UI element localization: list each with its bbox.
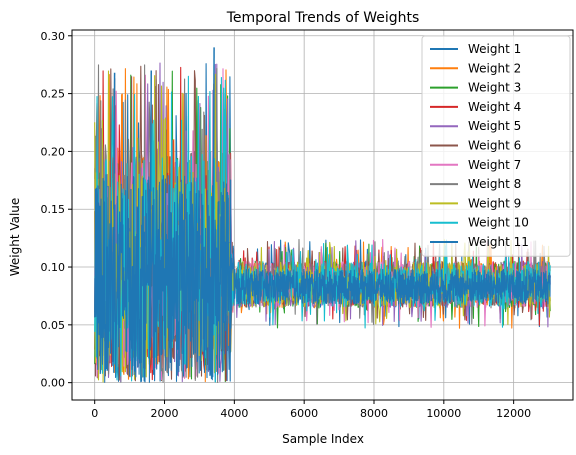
legend-label: Weight 5: [468, 119, 521, 133]
series-peak-2: [149, 70, 153, 210]
y-axis-ticks: 0.00 0.05 0.10 0.15 0.20 0.25 0.30: [41, 30, 72, 390]
legend-label: Weight 11: [468, 235, 529, 249]
x-tick-label: 10000: [426, 407, 461, 420]
legend-label: Weight 10: [468, 216, 529, 230]
y-tick-label: 0.25: [41, 88, 66, 101]
series-peak-1: [212, 47, 215, 210]
axes-frame: [71, 29, 574, 401]
y-tick-label: 0.30: [41, 30, 66, 43]
plot-area: [94, 47, 551, 383]
series-line-11: [94, 174, 551, 383]
x-axis-ticks: 0 2000 4000 6000 8000 10000 12000: [91, 400, 531, 420]
legend-label: Weight 3: [468, 81, 521, 95]
legend-label: Weight 2: [468, 61, 521, 75]
legend-label: Weight 4: [468, 100, 521, 114]
legend-label: Weight 8: [468, 177, 521, 191]
y-tick-label: 0.10: [41, 261, 66, 274]
y-axis-label: Weight Value: [8, 198, 22, 277]
x-tick-label: 12000: [496, 407, 531, 420]
series-peak-3: [113, 72, 116, 210]
legend-label: Weight 6: [468, 139, 521, 153]
x-tick-label: 6000: [290, 407, 318, 420]
legend-label: Weight 1: [468, 42, 521, 56]
x-tick-label: 4000: [220, 407, 248, 420]
x-tick-label: 2000: [151, 407, 179, 420]
y-tick-label: 0.15: [41, 203, 66, 216]
legend-label: Weight 9: [468, 196, 521, 210]
x-tick-label: 8000: [360, 407, 388, 420]
y-tick-label: 0.05: [41, 319, 66, 332]
legend-box: [421, 35, 571, 257]
legend-label: Weight 7: [468, 158, 521, 172]
legend: Weight 1 Weight 2 Weight 3 Weight 4 Weight 5…: [421, 35, 571, 257]
y-tick-label: 0.20: [41, 145, 66, 158]
chart-title: Temporal Trends of Weights: [226, 10, 420, 26]
x-tick-label: 0: [91, 407, 98, 420]
x-axis-label: Sample Index: [282, 432, 364, 446]
y-tick-label: 0.00: [41, 377, 66, 390]
